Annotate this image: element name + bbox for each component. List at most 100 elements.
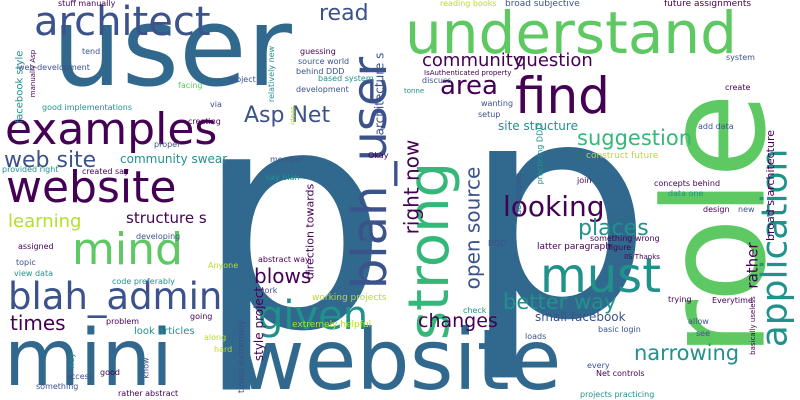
word-facing: facing bbox=[178, 81, 203, 90]
word-going: going bbox=[190, 312, 213, 321]
word-style-project: style project bbox=[252, 286, 267, 362]
word-future-assignments: future assignments bbox=[664, 0, 752, 9]
word-provided-right: provided right bbox=[2, 165, 59, 174]
word-p-right: p bbox=[462, 37, 653, 386]
word-narrowing: narrowing bbox=[634, 341, 740, 365]
word-mini: mini bbox=[4, 314, 173, 400]
word-proper: proper bbox=[154, 140, 181, 149]
word-concepts-behind: concepts behind bbox=[654, 179, 721, 188]
word-web-development: web development bbox=[18, 63, 90, 72]
word-net-controls: Net controls bbox=[596, 369, 645, 378]
word-create: create bbox=[725, 83, 751, 92]
word-project: project bbox=[228, 75, 256, 84]
word-along: along bbox=[204, 333, 227, 342]
word-broad-subjective: broad subjective bbox=[505, 0, 580, 9]
word-architect: architect bbox=[34, 0, 211, 45]
word-community-swear: community swear bbox=[120, 152, 228, 166]
word-examples: examples bbox=[5, 104, 218, 155]
word-stuff-manually: stuff manually bbox=[58, 0, 116, 8]
word-look-articles: look articles bbox=[134, 326, 195, 337]
word-access: access bbox=[66, 372, 93, 381]
word-know: know bbox=[141, 357, 151, 379]
word-behind-ddd: behind DDD bbox=[296, 67, 345, 76]
word-okay: Okay bbox=[368, 151, 389, 160]
word-area: area bbox=[440, 71, 498, 101]
word-construct-future: construct future bbox=[586, 151, 659, 161]
word-community-top: community bbox=[422, 50, 524, 71]
word-wanting: wanting bbox=[481, 99, 514, 108]
word-via: via bbox=[210, 100, 222, 109]
word-developing: developing bbox=[136, 232, 181, 241]
word-problem: problem bbox=[106, 317, 140, 326]
word-work: work bbox=[258, 286, 278, 295]
word-reading-books: reading books bbox=[440, 0, 497, 8]
word-times-extremely: times extremely bbox=[237, 319, 248, 394]
word-guessing: guessing bbox=[300, 47, 336, 56]
word-code-preferably: code preferably bbox=[112, 277, 175, 286]
word-blah-admin: blah_admin bbox=[8, 275, 223, 318]
word-must: must bbox=[540, 248, 662, 304]
word-setup: setup bbox=[478, 110, 501, 119]
word-join: join bbox=[577, 176, 592, 185]
word-developed: developed bbox=[513, 173, 523, 215]
word-sure: sure bbox=[364, 235, 382, 244]
word-good-implementations: good implementations bbox=[42, 103, 133, 112]
word-way: way bbox=[67, 352, 77, 370]
word-facebook-style: facebook style bbox=[14, 50, 26, 124]
word-check: check bbox=[463, 306, 487, 315]
word-basically-useless: basically useless bbox=[748, 296, 757, 355]
word-isauthenticated-property: IsAuthenticated property bbox=[424, 69, 512, 77]
word-practicing-ddd: practicing DDD bbox=[535, 123, 545, 185]
word-rather: rather bbox=[743, 242, 762, 289]
word-understand: understand bbox=[405, 0, 737, 67]
word-learning: learning bbox=[8, 211, 82, 232]
word-creating: creating bbox=[188, 117, 221, 126]
word-changes: changes bbox=[418, 310, 498, 332]
word-right-now: right now bbox=[399, 139, 424, 235]
word-question: question bbox=[515, 50, 593, 71]
word-member: member bbox=[270, 155, 304, 164]
word-new: new bbox=[738, 205, 755, 214]
word-manually-asp: manually Asp bbox=[29, 49, 38, 98]
word-data-one: data one bbox=[668, 189, 704, 198]
word-direction-towards: direction towards bbox=[303, 183, 317, 280]
word-tend: tend bbox=[82, 47, 101, 56]
word-allow: allow bbox=[688, 317, 709, 326]
word-find: find bbox=[515, 67, 610, 125]
word-website-bottom: website bbox=[236, 311, 562, 400]
word-figure: figure bbox=[608, 243, 632, 252]
word-ddd: DDD bbox=[488, 239, 507, 248]
word-extremely-helpful: extremely helpful bbox=[292, 320, 372, 330]
word-better-way: better way bbox=[503, 290, 617, 314]
word-times: times bbox=[10, 311, 66, 335]
word-ideas: ideas bbox=[288, 106, 297, 125]
word-everytime: Everytime bbox=[712, 296, 753, 305]
word-web-site: web site bbox=[4, 148, 97, 173]
word-structure-s: structure s bbox=[126, 209, 207, 227]
word-open-source: open source bbox=[460, 166, 485, 290]
word-assigned: assigned bbox=[18, 242, 54, 251]
word-iis-thanks: IIS Thanks bbox=[624, 253, 660, 261]
word-p-left: p bbox=[195, 43, 389, 398]
word-places: places bbox=[578, 216, 649, 241]
word-design: design bbox=[703, 205, 730, 214]
word-something: something bbox=[36, 382, 79, 391]
word-source-world: source world bbox=[298, 57, 350, 66]
word-mind: mind bbox=[72, 224, 183, 275]
word-trying: trying bbox=[668, 295, 692, 304]
word-latter-paragraph: latter paragraph bbox=[537, 242, 611, 252]
word-based-system: based system bbox=[318, 74, 374, 83]
word-abstract-way: abstract way bbox=[258, 255, 310, 264]
word-view-data: view data bbox=[14, 269, 53, 278]
word-every: every bbox=[587, 361, 610, 370]
word-anyone: Anyone bbox=[208, 261, 239, 270]
word-development: development bbox=[296, 85, 349, 94]
word-add-data: add data bbox=[698, 122, 734, 131]
word-read: read bbox=[319, 1, 369, 26]
word-architecture-s: architecture s bbox=[372, 52, 387, 136]
word-given: given bbox=[258, 293, 369, 339]
word-system: system bbox=[726, 53, 755, 62]
word-hard: hard bbox=[214, 345, 233, 354]
word-good: good bbox=[100, 368, 120, 377]
word-see: see bbox=[696, 329, 711, 338]
